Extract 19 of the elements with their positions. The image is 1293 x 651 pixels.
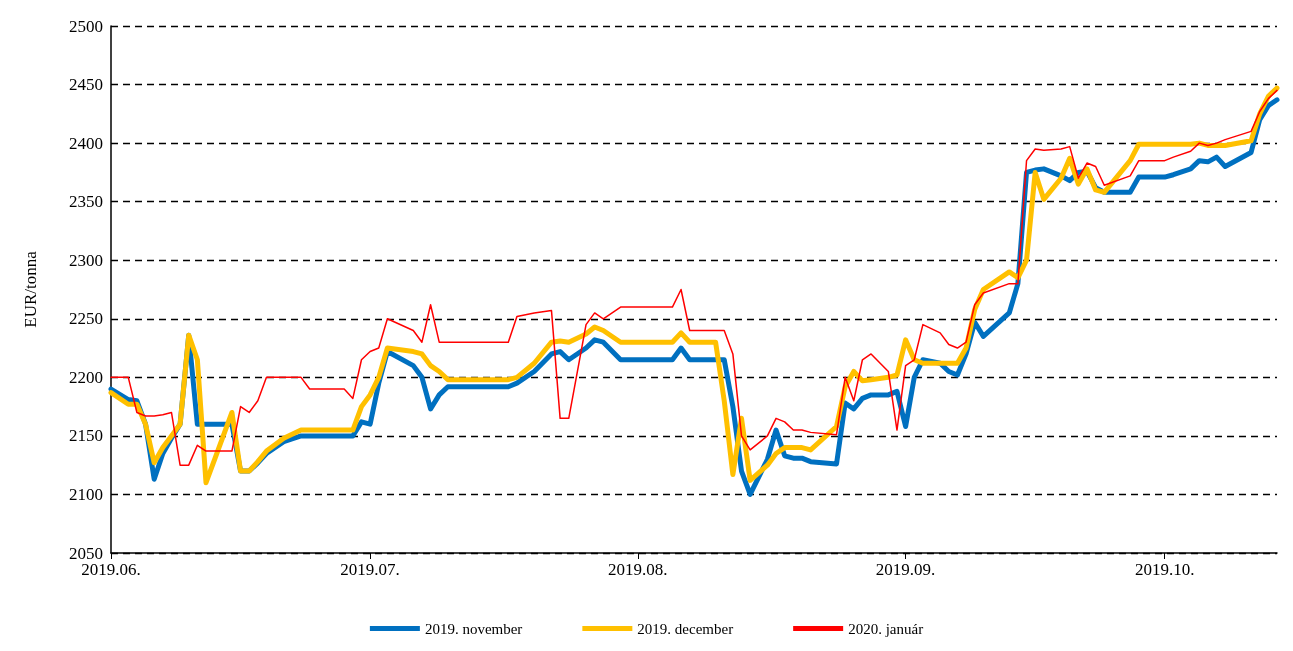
y-axis-title: EUR/tonna <box>21 250 40 328</box>
y-tick-label: 2100 <box>69 484 103 504</box>
y-tick-label: 2050 <box>69 543 103 563</box>
x-tick-label: 2019.07. <box>340 560 400 579</box>
y-tick-label: 2150 <box>69 426 103 446</box>
y-tick-label: 2450 <box>69 75 103 95</box>
legend-label: 2020. január <box>848 620 924 637</box>
x-tick-label: 2019.09. <box>875 560 936 579</box>
x-tick-label: 2019.06. <box>81 560 141 579</box>
y-tick-label: 2300 <box>69 250 103 270</box>
y-tick-label: 2500 <box>69 16 103 36</box>
x-tick-label: 2019.08. <box>608 560 668 579</box>
legend-label: 2019. november <box>424 620 523 637</box>
y-tick-label: 2250 <box>69 309 103 329</box>
y-tick-label: 2350 <box>69 192 103 212</box>
x-tick-label: 2019.10. <box>1134 560 1195 579</box>
legend-label: 2019. december <box>637 620 734 637</box>
y-tick-label: 2200 <box>69 367 103 387</box>
y-tick-label: 2400 <box>69 133 103 153</box>
